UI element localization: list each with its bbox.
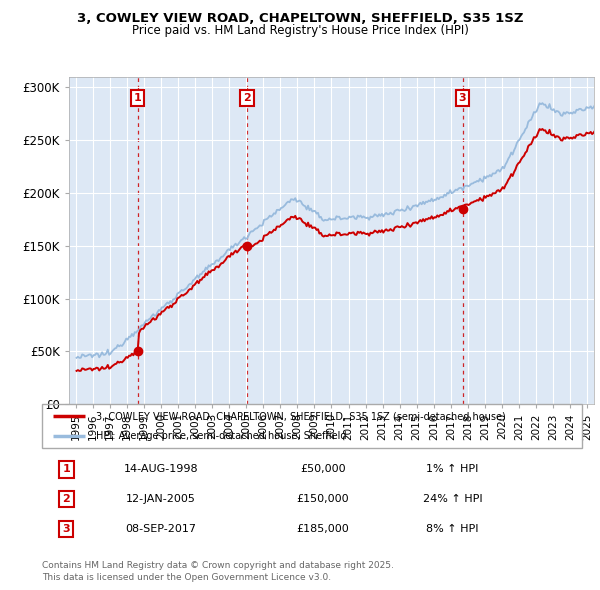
Text: 08-SEP-2017: 08-SEP-2017	[125, 524, 196, 534]
Text: 1% ↑ HPI: 1% ↑ HPI	[426, 464, 479, 474]
Text: Contains HM Land Registry data © Crown copyright and database right 2025.: Contains HM Land Registry data © Crown c…	[42, 560, 394, 570]
Text: £185,000: £185,000	[296, 524, 349, 534]
Text: 24% ↑ HPI: 24% ↑ HPI	[422, 494, 482, 504]
Text: 1: 1	[62, 464, 70, 474]
Text: 1: 1	[134, 93, 142, 103]
Text: 3: 3	[459, 93, 466, 103]
Text: 8% ↑ HPI: 8% ↑ HPI	[426, 524, 479, 534]
Text: 3: 3	[62, 524, 70, 534]
Text: 3, COWLEY VIEW ROAD, CHAPELTOWN, SHEFFIELD, S35 1SZ: 3, COWLEY VIEW ROAD, CHAPELTOWN, SHEFFIE…	[77, 12, 523, 25]
Text: £50,000: £50,000	[300, 464, 346, 474]
Text: 14-AUG-1998: 14-AUG-1998	[124, 464, 198, 474]
Text: This data is licensed under the Open Government Licence v3.0.: This data is licensed under the Open Gov…	[42, 572, 331, 582]
Text: 2: 2	[243, 93, 251, 103]
Text: 12-JAN-2005: 12-JAN-2005	[126, 494, 196, 504]
Text: 3, COWLEY VIEW ROAD, CHAPELTOWN, SHEFFIELD, S35 1SZ (semi-detached house): 3, COWLEY VIEW ROAD, CHAPELTOWN, SHEFFIE…	[96, 411, 506, 421]
Text: Price paid vs. HM Land Registry's House Price Index (HPI): Price paid vs. HM Land Registry's House …	[131, 24, 469, 37]
Text: HPI: Average price, semi-detached house, Sheffield: HPI: Average price, semi-detached house,…	[96, 431, 347, 441]
Text: £150,000: £150,000	[296, 494, 349, 504]
Text: 2: 2	[62, 494, 70, 504]
